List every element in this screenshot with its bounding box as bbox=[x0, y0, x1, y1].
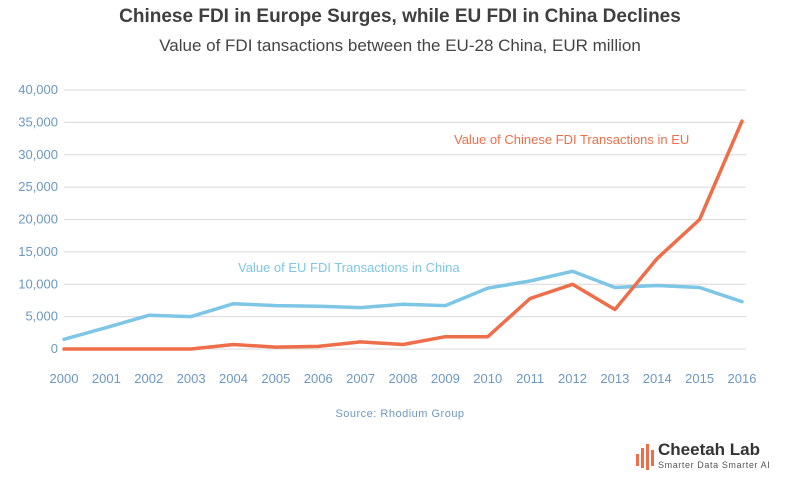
data-point bbox=[104, 347, 108, 351]
y-tick-label: 25,000 bbox=[18, 179, 58, 194]
y-tick-label: 5,000 bbox=[25, 309, 58, 324]
data-point bbox=[147, 313, 151, 317]
data-point bbox=[486, 286, 490, 290]
x-tick-label: 2001 bbox=[92, 371, 121, 386]
data-point bbox=[62, 347, 66, 351]
x-tick-label: 2000 bbox=[50, 371, 79, 386]
data-point bbox=[189, 347, 193, 351]
data-point bbox=[655, 284, 659, 288]
x-tick-label: 2003 bbox=[177, 371, 206, 386]
x-tick-label: 2011 bbox=[516, 371, 544, 386]
logo-bars-icon bbox=[636, 444, 654, 470]
logo-name: Cheetah Lab bbox=[658, 440, 761, 459]
y-tick-label: 20,000 bbox=[18, 212, 58, 227]
data-point bbox=[528, 279, 532, 283]
cheetah-lab-logo: Cheetah Lab Smarter Data Smarter AI bbox=[636, 440, 786, 476]
y-tick-label: 10,000 bbox=[18, 276, 58, 291]
x-tick-label: 2015 bbox=[685, 371, 714, 386]
x-tick-label: 2006 bbox=[304, 371, 333, 386]
data-point bbox=[359, 340, 363, 344]
chart-title: Chinese FDI in Europe Surges, while EU F… bbox=[119, 6, 681, 27]
data-point bbox=[740, 119, 744, 123]
data-point bbox=[232, 342, 235, 346]
logo-tagline: Smarter Data Smarter AI bbox=[658, 460, 771, 470]
chart-subtitle: Value of FDI tansactions between the EU-… bbox=[159, 36, 641, 55]
data-point bbox=[189, 315, 193, 319]
data-point bbox=[274, 345, 278, 349]
data-point bbox=[443, 335, 447, 339]
data-point bbox=[316, 344, 320, 348]
source-note: Source: Rhodium Group bbox=[335, 408, 465, 420]
x-tick-label: 2007 bbox=[346, 371, 375, 386]
data-point bbox=[147, 347, 151, 351]
y-tick-label: 15,000 bbox=[18, 244, 58, 259]
x-tick-label: 2013 bbox=[600, 371, 629, 386]
x-tick-label: 2004 bbox=[219, 371, 248, 386]
data-point bbox=[698, 285, 702, 289]
y-tick-label: 35,000 bbox=[18, 114, 58, 129]
data-point bbox=[443, 304, 447, 308]
data-point bbox=[316, 304, 320, 308]
y-tick-label: 30,000 bbox=[18, 147, 58, 162]
data-point bbox=[571, 282, 574, 286]
data-point bbox=[486, 335, 490, 339]
series-label-eu-fdi-in-china: Value of EU FDI Transactions in China bbox=[238, 260, 460, 275]
series-label-chinese-fdi-in-eu: Value of Chinese FDI Transactions in EU bbox=[454, 132, 689, 147]
data-point bbox=[104, 326, 108, 330]
data-point bbox=[571, 269, 574, 273]
data-point bbox=[655, 256, 659, 260]
data-point bbox=[274, 304, 278, 308]
data-point bbox=[62, 337, 66, 341]
x-tick-label: 2009 bbox=[431, 371, 460, 386]
data-point bbox=[401, 342, 405, 346]
data-point bbox=[232, 302, 235, 306]
data-point bbox=[613, 285, 617, 289]
data-point bbox=[698, 218, 702, 221]
data-point bbox=[740, 300, 744, 304]
x-tick-label: 2010 bbox=[473, 371, 502, 386]
data-point bbox=[359, 306, 363, 310]
x-tick-label: 2008 bbox=[389, 371, 418, 386]
data-point bbox=[528, 296, 532, 300]
y-tick-label: 0 bbox=[51, 341, 58, 356]
x-tick-label: 2016 bbox=[728, 371, 757, 386]
y-tick-label: 40,000 bbox=[18, 82, 58, 97]
x-tick-label: 2005 bbox=[261, 371, 290, 386]
x-tick-label: 2012 bbox=[558, 371, 587, 386]
data-point bbox=[613, 308, 617, 312]
x-tick-label: 2014 bbox=[643, 371, 672, 386]
data-point bbox=[401, 302, 405, 306]
x-tick-label: 2002 bbox=[134, 371, 163, 386]
